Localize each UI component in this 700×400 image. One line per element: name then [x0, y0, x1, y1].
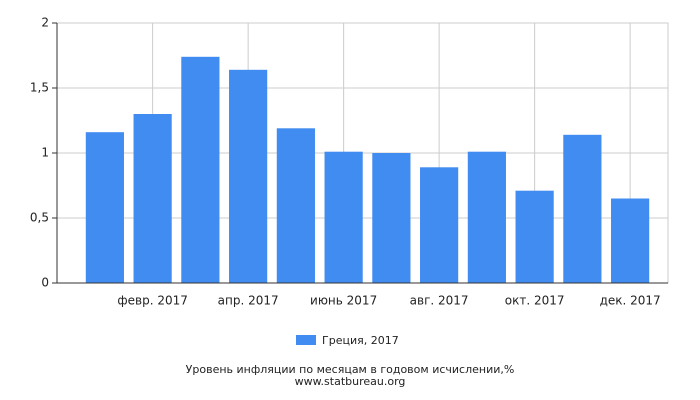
bar [563, 134, 602, 283]
x-tick-label: окт. 2017 [505, 294, 565, 308]
y-tick-label: 1 [41, 146, 49, 160]
x-tick-label: февр. 2017 [117, 294, 188, 308]
bar [324, 151, 363, 283]
y-tick-label: 0 [41, 276, 49, 290]
y-tick-label: 1,5 [30, 81, 49, 95]
bar [229, 69, 268, 283]
x-tick-label: дек. 2017 [600, 294, 661, 308]
bar [133, 114, 172, 283]
y-tick-label: 2 [41, 16, 49, 30]
bar [515, 190, 554, 283]
bar [181, 56, 220, 283]
x-tick-label: июнь 2017 [310, 294, 377, 308]
x-tick-label: апр. 2017 [218, 294, 279, 308]
bar [372, 153, 411, 283]
bar [420, 167, 459, 283]
legend-swatch [296, 335, 316, 345]
chart-title: Уровень инфляции по месяцам в годовом ис… [186, 363, 515, 376]
bar [467, 151, 506, 283]
bar [276, 128, 315, 283]
legend-label: Греция, 2017 [322, 334, 399, 347]
chart-subtitle: www.statbureau.org [295, 375, 406, 388]
bar [85, 132, 124, 283]
bar [611, 198, 650, 283]
y-tick-label: 0,5 [30, 211, 49, 225]
x-tick-label: авг. 2017 [410, 294, 469, 308]
